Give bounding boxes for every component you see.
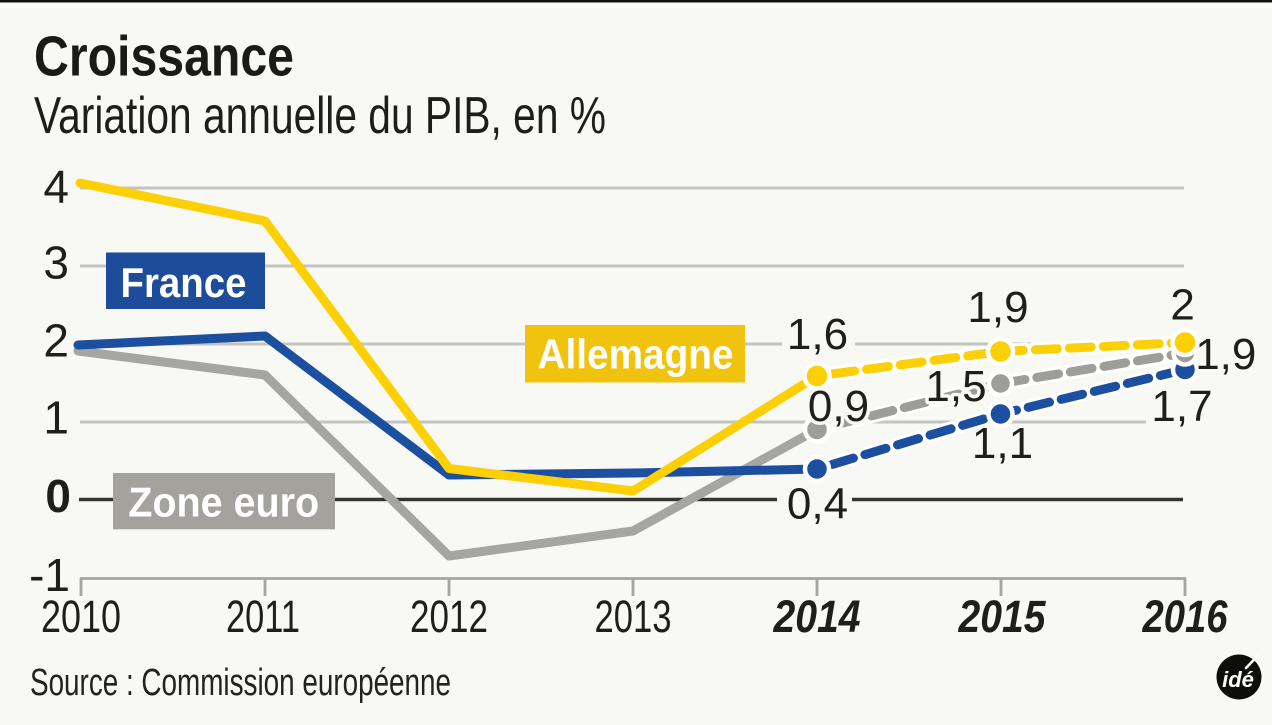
svg-text:0,9: 0,9 (808, 382, 869, 431)
svg-text:2015: 2015 (958, 591, 1047, 642)
svg-text:2014: 2014 (773, 591, 861, 642)
svg-text:1,1: 1,1 (972, 419, 1033, 468)
svg-text:1,9: 1,9 (1195, 330, 1256, 379)
svg-text:2013: 2013 (595, 591, 672, 642)
svg-text:3: 3 (43, 237, 69, 289)
svg-text:Zone euro: Zone euro (128, 479, 319, 526)
svg-text:0: 0 (45, 470, 71, 522)
svg-text:1,7: 1,7 (1151, 382, 1212, 431)
svg-text:idé: idé (1222, 667, 1254, 692)
svg-text:2016: 2016 (1142, 591, 1229, 642)
svg-text:2012: 2012 (410, 591, 488, 642)
svg-text:2011: 2011 (226, 591, 300, 642)
svg-text:1: 1 (43, 392, 69, 444)
svg-text:Allemagne: Allemagne (538, 331, 734, 378)
svg-text:Source : Commission européenne: Source : Commission européenne (30, 662, 451, 704)
svg-text:France: France (121, 259, 247, 306)
svg-text:1,5: 1,5 (925, 362, 986, 411)
svg-text:2010: 2010 (41, 591, 121, 642)
svg-text:2: 2 (1170, 281, 1194, 330)
svg-text:4: 4 (43, 161, 69, 213)
svg-text:1,9: 1,9 (967, 283, 1028, 332)
svg-text:Variation annuelle du PIB, en: Variation annuelle du PIB, en % (34, 87, 606, 145)
svg-text:2: 2 (43, 315, 69, 367)
svg-text:-1: -1 (29, 549, 70, 601)
svg-text:0,4: 0,4 (787, 480, 848, 529)
svg-text:1,6: 1,6 (787, 310, 848, 359)
svg-text:Croissance: Croissance (34, 25, 294, 89)
